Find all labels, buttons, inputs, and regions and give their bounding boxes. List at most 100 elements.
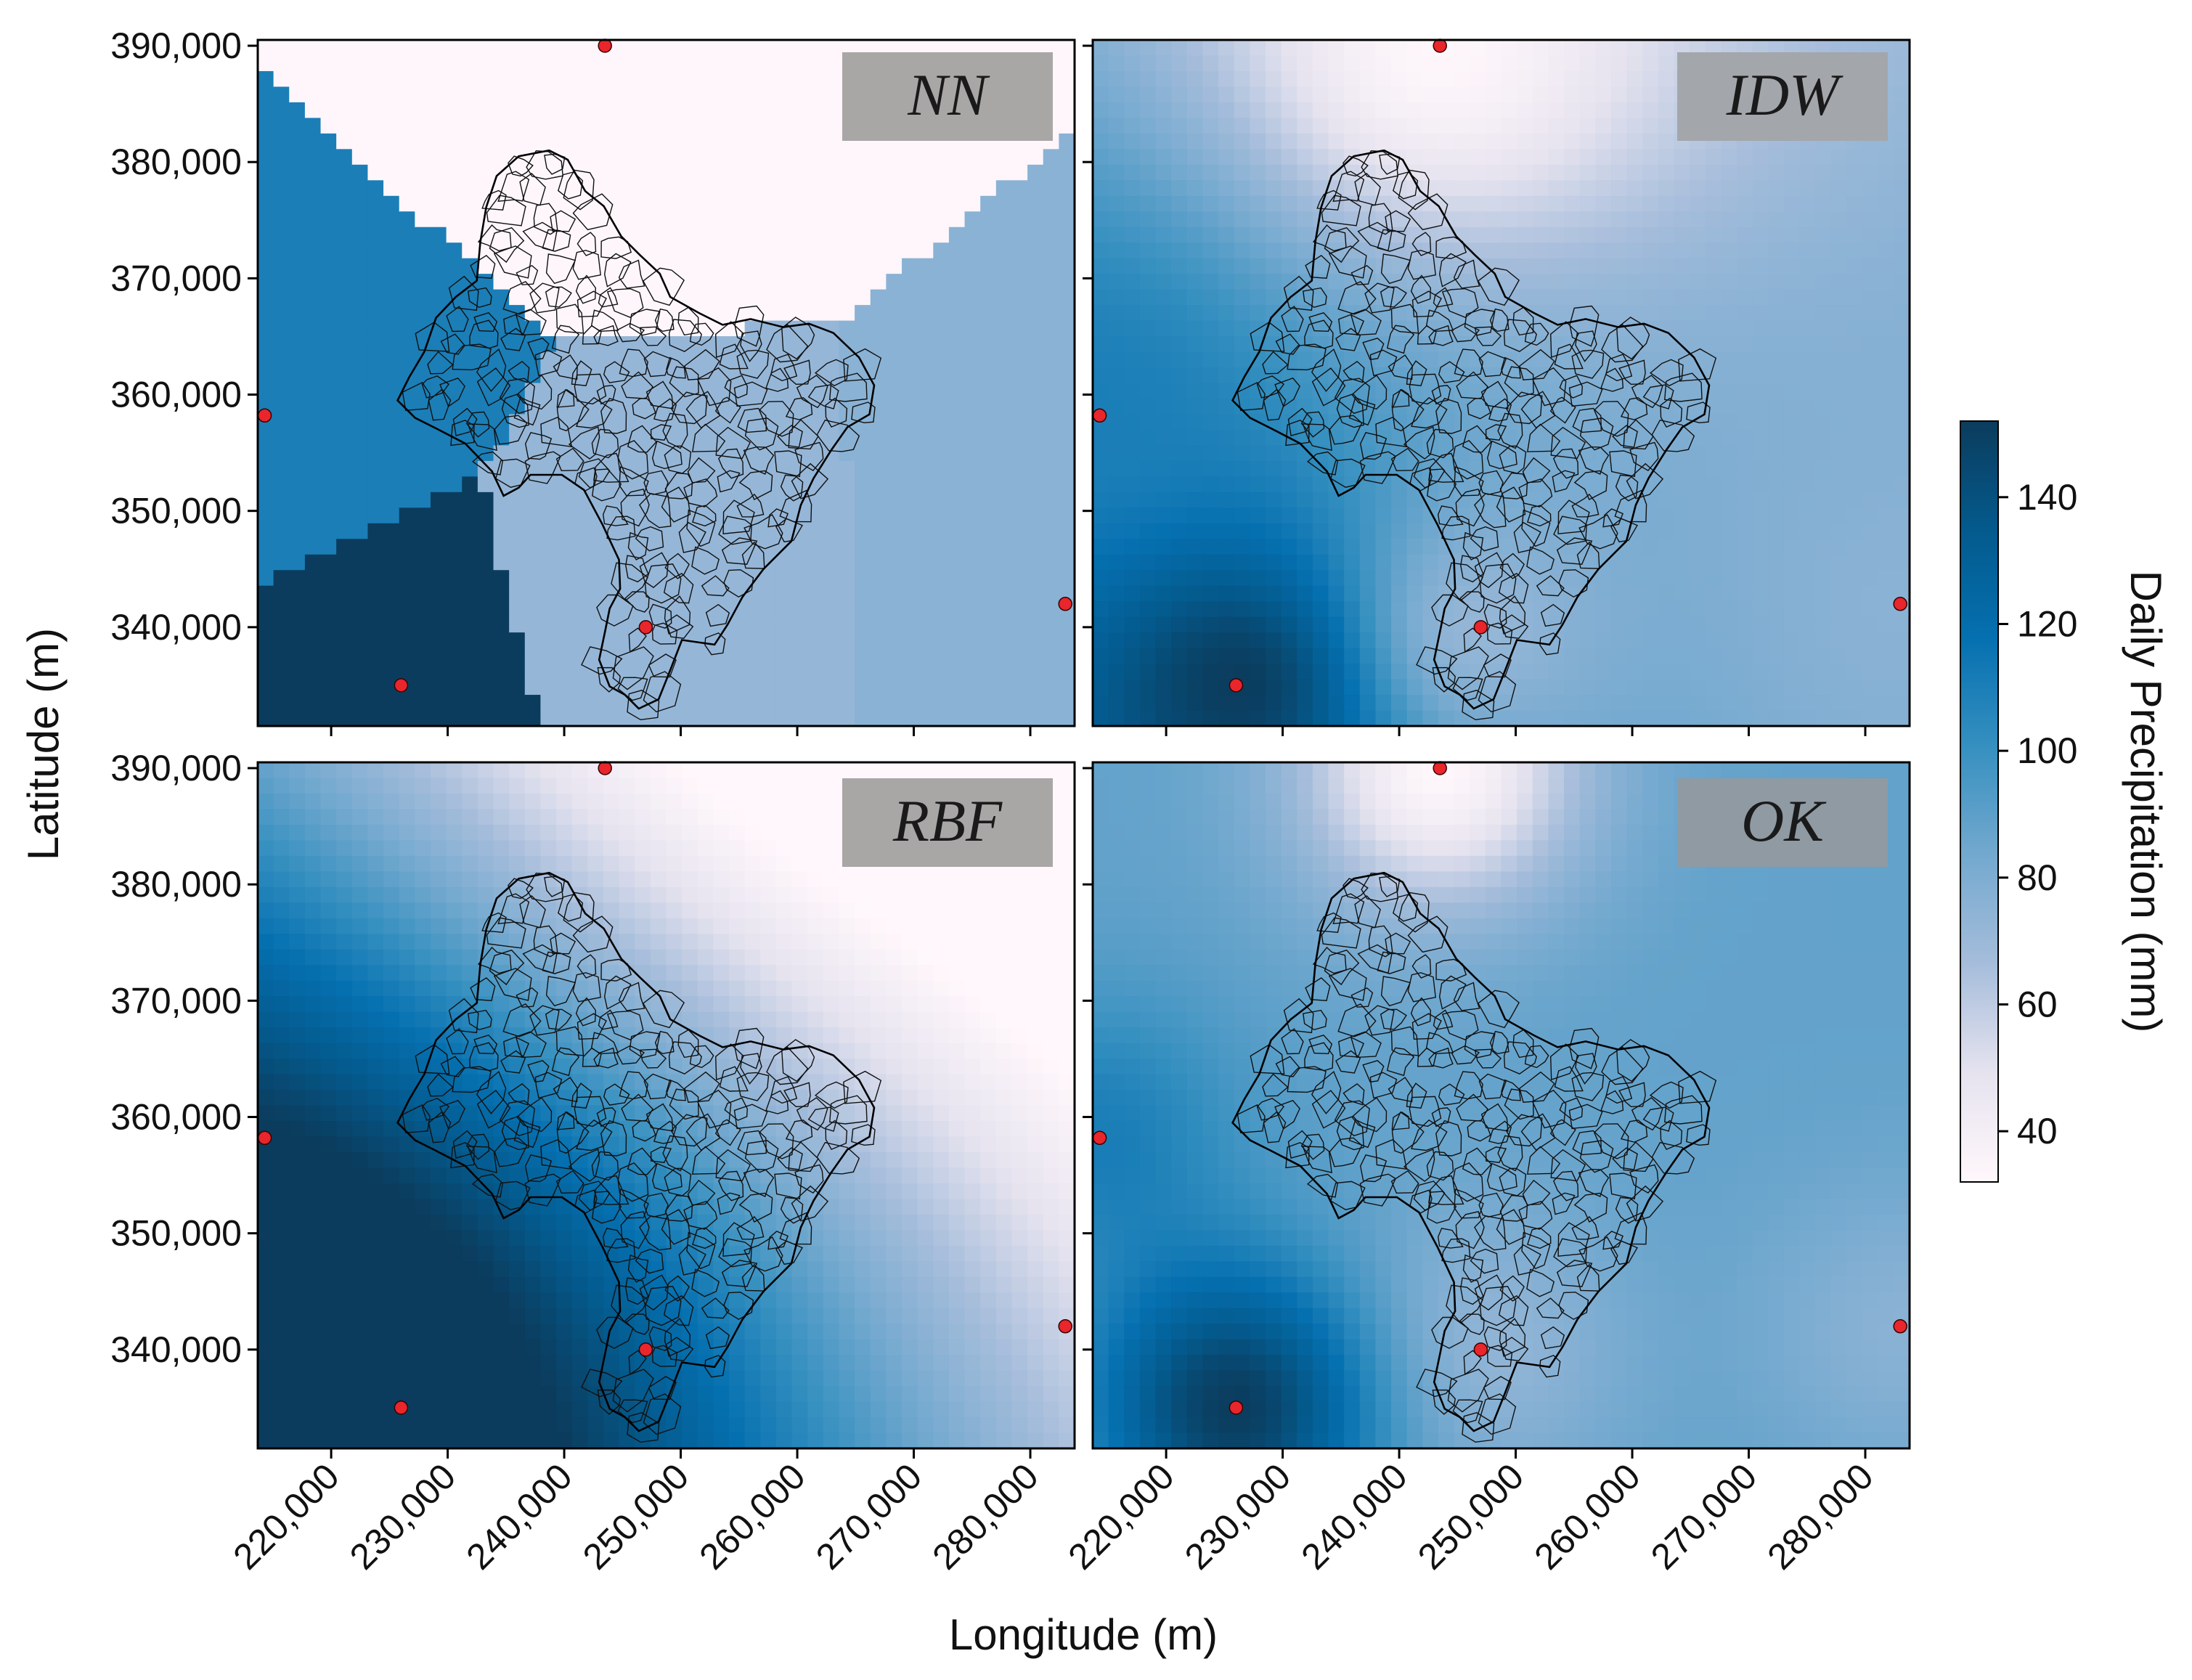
field-cell bbox=[650, 211, 667, 228]
field-cell bbox=[273, 55, 290, 72]
field-cell bbox=[273, 180, 290, 197]
field-cell bbox=[1234, 70, 1251, 88]
field-cell bbox=[273, 118, 290, 134]
field-cell bbox=[839, 695, 855, 711]
field-cell bbox=[1043, 460, 1060, 478]
sub-basin-boundary bbox=[1390, 447, 1419, 472]
field-cell bbox=[1406, 211, 1424, 228]
field-cell bbox=[509, 679, 526, 696]
field-cell bbox=[1359, 523, 1377, 540]
sub-basin-boundary bbox=[717, 470, 741, 493]
field-cell bbox=[430, 70, 447, 88]
sub-basin-boundary bbox=[1338, 314, 1364, 335]
field-cell bbox=[1359, 70, 1377, 88]
field-cell bbox=[619, 351, 636, 368]
field-cell bbox=[619, 320, 636, 337]
field-cell bbox=[682, 195, 698, 213]
field-cell bbox=[1564, 664, 1581, 680]
field-cell bbox=[587, 149, 604, 166]
field-cell bbox=[1485, 86, 1502, 103]
field-cell bbox=[1344, 133, 1361, 150]
field-cell bbox=[980, 351, 997, 368]
field-cell bbox=[509, 40, 526, 57]
field-cell bbox=[1894, 242, 1910, 259]
field-cell bbox=[351, 289, 369, 306]
sub-basin-boundary bbox=[503, 314, 529, 335]
field-cell bbox=[1218, 445, 1235, 462]
field-cell bbox=[1312, 429, 1329, 446]
field-cell bbox=[666, 118, 683, 134]
field-cell bbox=[933, 227, 950, 244]
field-cell bbox=[1171, 102, 1188, 119]
sub-basin-boundary bbox=[1504, 366, 1534, 398]
field-cell bbox=[1564, 383, 1581, 399]
field-cell bbox=[1815, 40, 1832, 57]
field-cell bbox=[399, 211, 416, 228]
field-cell bbox=[1470, 118, 1486, 134]
field-cell bbox=[855, 679, 871, 696]
field-cell bbox=[1768, 195, 1785, 213]
field-cell bbox=[839, 195, 855, 213]
field-cell bbox=[1501, 55, 1517, 72]
field-cell bbox=[760, 679, 777, 696]
field-cell bbox=[964, 554, 981, 571]
field-cell bbox=[1610, 164, 1628, 182]
field-cell bbox=[1642, 383, 1659, 399]
field-cell bbox=[1548, 70, 1565, 88]
field-cell bbox=[1375, 710, 1392, 727]
field-cell bbox=[1752, 274, 1769, 290]
field-cell bbox=[1250, 679, 1266, 696]
field-cell bbox=[1391, 258, 1408, 274]
field-cell bbox=[1485, 149, 1502, 166]
sub-basin-boundary bbox=[1300, 411, 1325, 438]
field-cell bbox=[1517, 648, 1533, 664]
field-cell bbox=[1011, 523, 1028, 540]
field-cell bbox=[1218, 398, 1235, 415]
field-cell bbox=[1799, 414, 1816, 431]
field-cell bbox=[948, 40, 966, 57]
field-cell bbox=[744, 180, 762, 197]
field-cell bbox=[1124, 149, 1141, 166]
sub-basin-boundary bbox=[603, 361, 630, 383]
field-cell bbox=[1186, 227, 1204, 244]
field-cell bbox=[729, 601, 746, 618]
field-cell bbox=[1359, 554, 1377, 571]
field-cell bbox=[886, 664, 903, 680]
field-cell bbox=[351, 149, 369, 166]
field-cell bbox=[1485, 507, 1502, 524]
field-cell bbox=[1139, 539, 1157, 555]
field-cell bbox=[1171, 460, 1188, 478]
field-cell bbox=[1093, 679, 1109, 696]
field-cell bbox=[1752, 695, 1769, 711]
field-cell bbox=[1454, 164, 1471, 182]
field-cell bbox=[477, 648, 494, 664]
field-cell bbox=[1564, 398, 1581, 415]
field-cell bbox=[1059, 710, 1075, 727]
field-cell bbox=[556, 570, 573, 587]
field-cell bbox=[1830, 383, 1848, 399]
field-cell bbox=[320, 664, 337, 680]
field-cell bbox=[650, 195, 667, 213]
field-cell bbox=[1011, 305, 1028, 322]
sub-basin-boundary bbox=[1311, 367, 1346, 407]
field-cell bbox=[839, 414, 855, 431]
field-cell bbox=[446, 585, 463, 602]
field-cell bbox=[1532, 211, 1549, 228]
field-cell bbox=[917, 554, 934, 571]
field-cell bbox=[383, 180, 400, 197]
field-cell bbox=[556, 539, 573, 555]
field-cell bbox=[1438, 445, 1455, 462]
field-cell bbox=[1391, 710, 1408, 727]
field-cell bbox=[383, 274, 400, 290]
field-cell bbox=[304, 211, 322, 228]
field-cell bbox=[367, 429, 384, 446]
field-cell bbox=[1517, 398, 1533, 415]
field-cell bbox=[1485, 601, 1502, 618]
field-cell bbox=[320, 539, 337, 555]
field-cell bbox=[258, 149, 274, 166]
field-cell bbox=[1610, 414, 1628, 431]
field-cell bbox=[1705, 445, 1722, 462]
field-cell bbox=[383, 55, 400, 72]
field-cell bbox=[336, 195, 353, 213]
field-cell bbox=[1846, 305, 1863, 322]
